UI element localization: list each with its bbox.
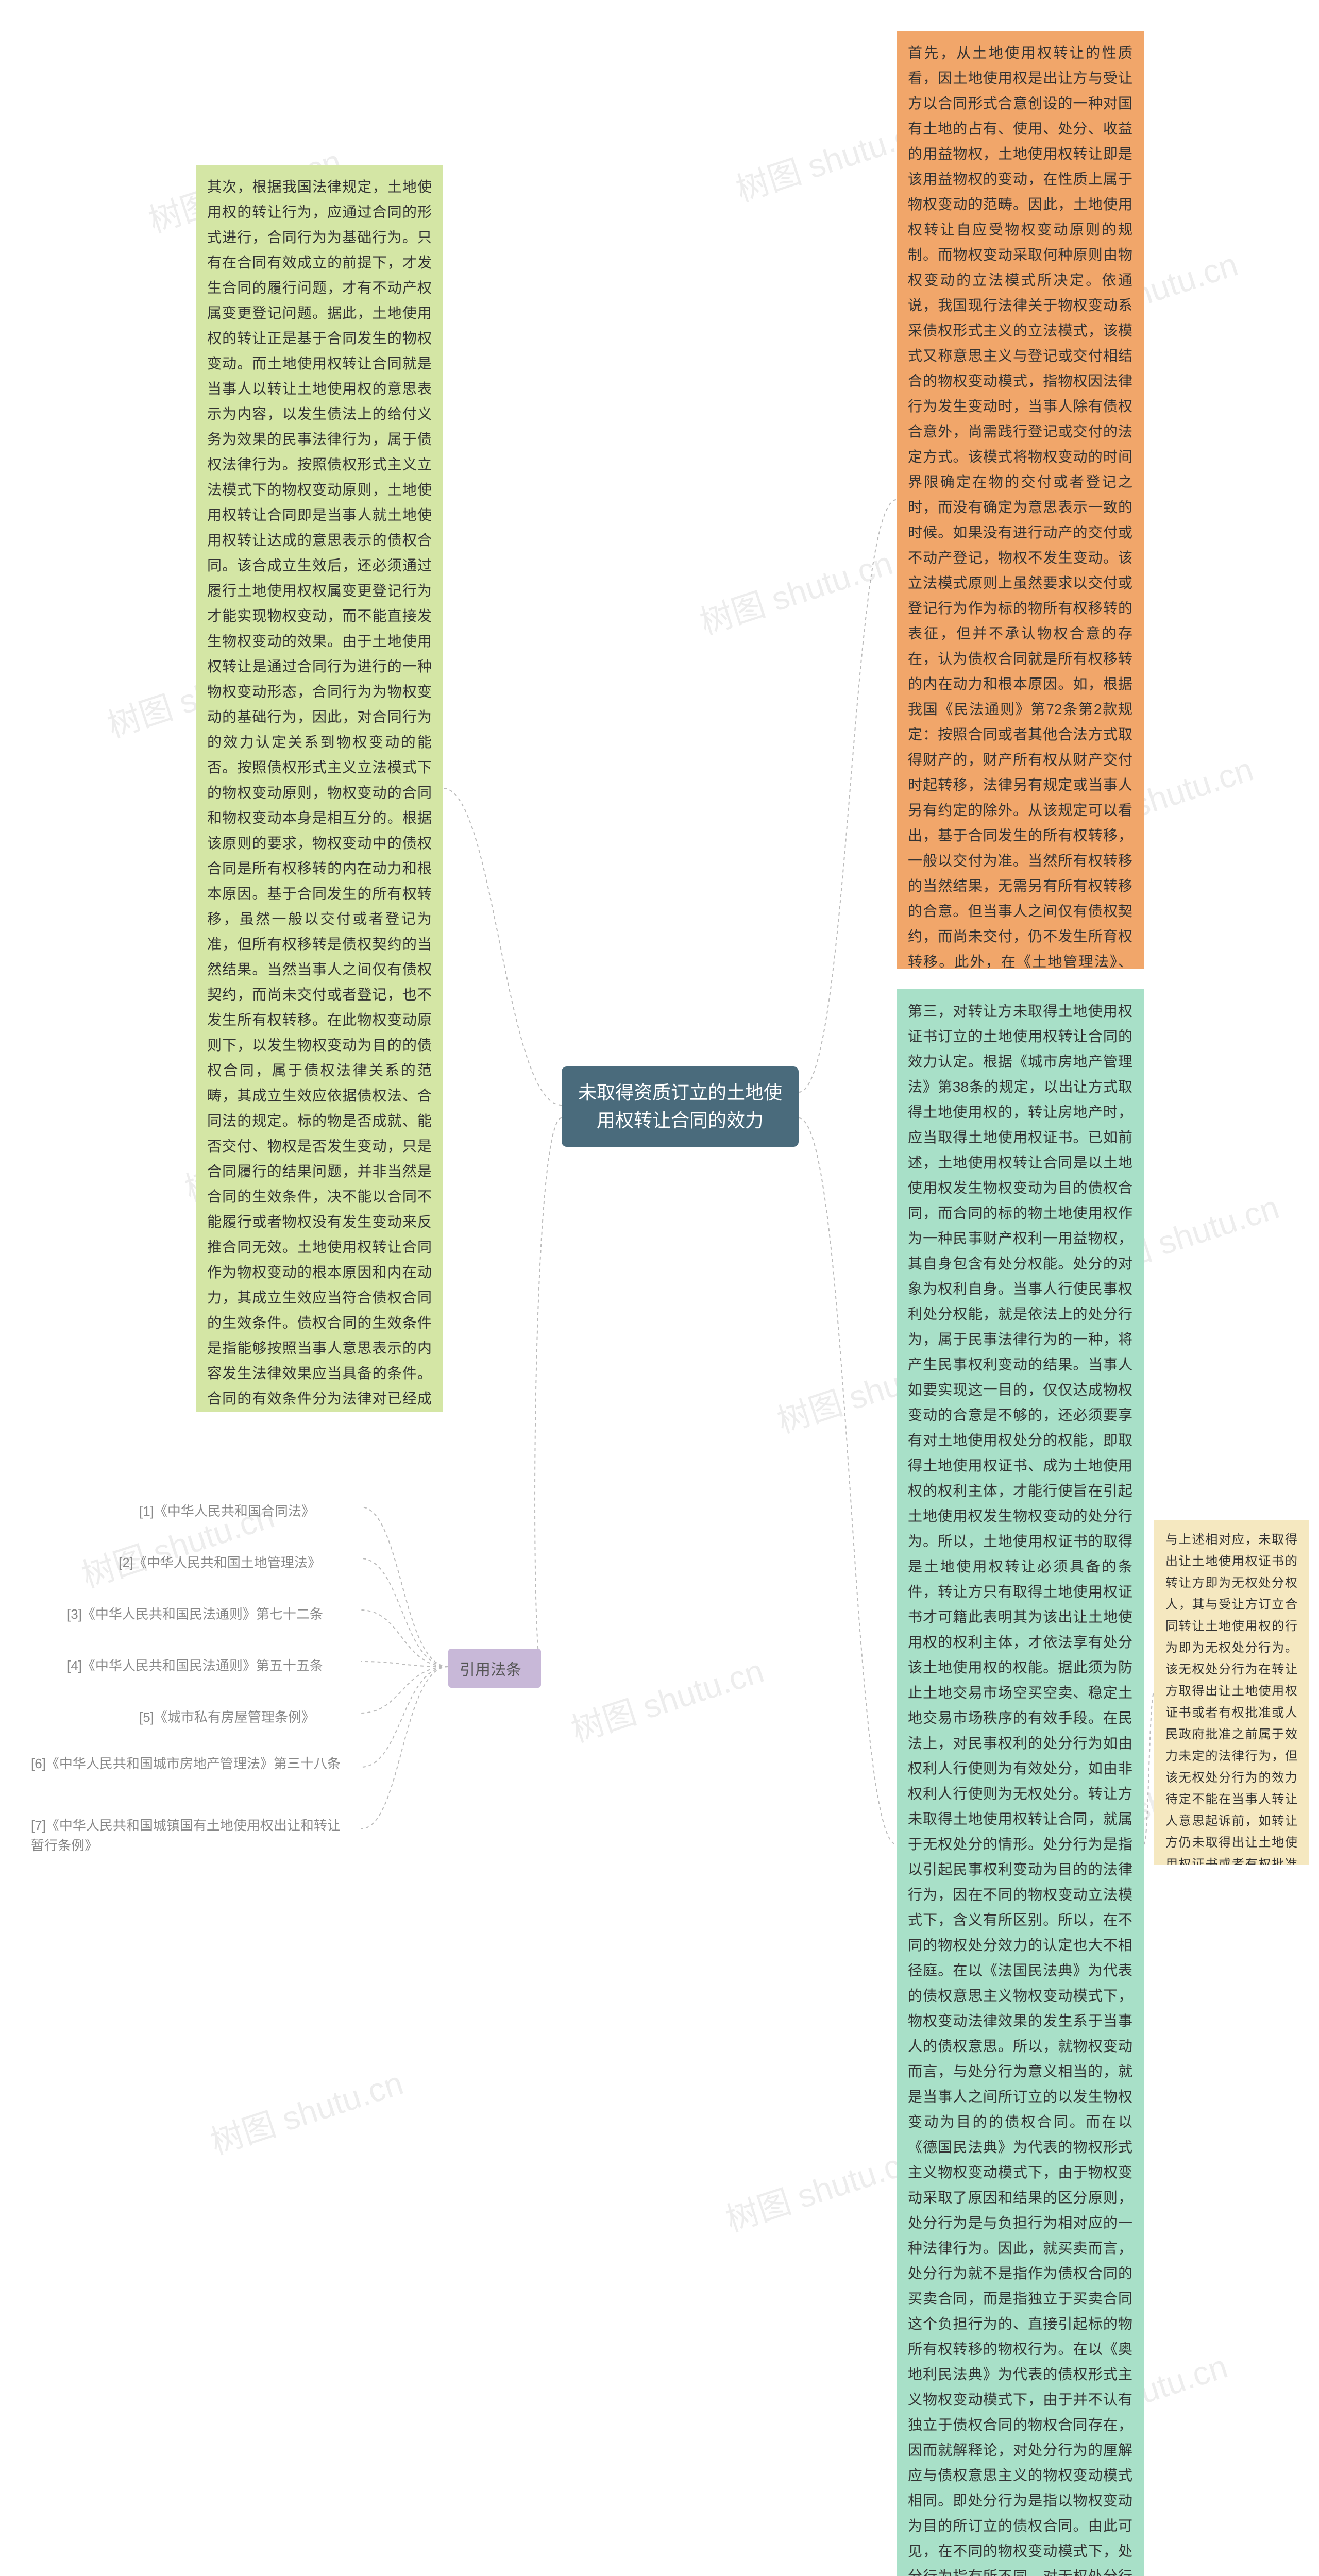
reference-item: [7]《中华人民共和国城镇国有土地使用权出让和转让暂行条例》: [31, 1814, 350, 1858]
watermark-text: 树图 shutu.cn: [564, 1645, 769, 1751]
watermark-text: 树图 shutu.cn: [126, 2572, 331, 2576]
branch-cream-text: 与上述相对应，未取得出让土地使用权证书的转让方即为无权处分权人，其与受让方订立合…: [1165, 1533, 1297, 1865]
reference-item: [5]《城市私有房屋管理条例》: [139, 1705, 315, 1730]
watermark-text: 树图 shutu.cn: [719, 2134, 923, 2241]
branch-cream: 与上述相对应，未取得出让土地使用权证书的转让方即为无权处分权人，其与受让方订立合…: [1154, 1520, 1309, 1865]
branch-green-text: 其次，根据我国法律规定，土地使用权的转让行为，应通过合同的形式进行，合同行为为基…: [207, 179, 432, 1412]
watermark-text: 树图 shutu.cn: [204, 2057, 408, 2163]
branch-orange: 首先，从土地使用权转让的性质看，因土地使用权是出让方与受让方以合同形式合意创设的…: [897, 31, 1144, 969]
reference-item: [3]《中华人民共和国民法通则》第七十二条: [67, 1602, 323, 1626]
references-label: 引用法条: [448, 1649, 541, 1688]
central-node: 未取得资质订立的土地使用权转让合同的效力: [562, 1066, 799, 1147]
reference-item: [2]《中华人民共和国土地管理法》: [119, 1551, 321, 1575]
reference-item: [4]《中华人民共和国民法通则》第五十五条: [67, 1654, 323, 1678]
branch-mint-text: 第三，对转让方未取得土地使用权证书订立的土地使用权转让合同的效力认定。根据《城市…: [908, 1003, 1132, 2576]
branch-green: 其次，根据我国法律规定，土地使用权的转让行为，应通过合同的形式进行，合同行为为基…: [196, 165, 443, 1412]
central-node-text: 未取得资质订立的土地使用权转让合同的效力: [577, 1079, 783, 1134]
reference-item: [1]《中华人民共和国合同法》: [139, 1499, 315, 1523]
watermark-text: 树图 shutu.cn: [693, 537, 898, 643]
reference-item: [6]《中华人民共和国城市房地产管理法》第三十八条: [31, 1752, 341, 1776]
branch-mint: 第三，对转让方未取得土地使用权证书订立的土地使用权转让合同的效力认定。根据《城市…: [897, 989, 1144, 2576]
references-label-text: 引用法条: [460, 1662, 521, 1679]
branch-orange-text: 首先，从土地使用权转让的性质看，因土地使用权是出让方与受让方以合同形式合意创设的…: [908, 45, 1132, 969]
